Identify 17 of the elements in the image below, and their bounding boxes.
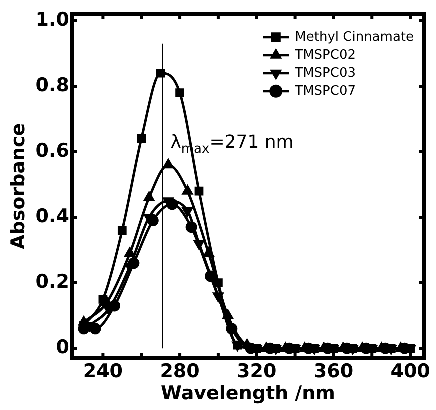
x-tick-label: 400 xyxy=(390,360,430,383)
y-tick-label: 0.2 xyxy=(36,270,70,293)
y-tick-label: 0.4 xyxy=(36,205,70,228)
x-tick-label: 320 xyxy=(237,360,277,383)
y-tick-label: 0.6 xyxy=(36,140,70,162)
x-axis-title: Wavelength /nm xyxy=(161,382,336,405)
y-tick-label: 0.8 xyxy=(36,74,70,96)
x-tick-label: 240 xyxy=(83,360,124,383)
legend-label: Methyl Cinnamate xyxy=(295,30,414,45)
legend-label: TMSPC02 xyxy=(294,48,356,63)
y-axis-title: Absorbance xyxy=(7,123,30,250)
y-tick-label: 1.0 xyxy=(36,8,70,31)
legend-label: TMSPC07 xyxy=(294,84,356,99)
x-tick-label: 360 xyxy=(314,360,354,383)
legend-label: TMSPC03 xyxy=(294,66,356,81)
y-tick-label: 0 xyxy=(56,336,70,359)
x-tick-label: 280 xyxy=(160,360,200,383)
